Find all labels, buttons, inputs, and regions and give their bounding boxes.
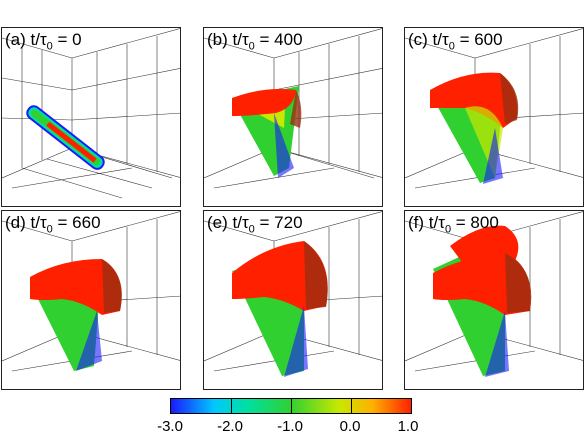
- panel-c-label: (c) t/τ0 = 600: [408, 30, 503, 53]
- colorbar-label-4: 1.0: [397, 418, 419, 435]
- colorbar-label-1: -2.0: [217, 418, 243, 435]
- panel-d: (d) t/τ0 = 660: [1, 210, 181, 390]
- plot-3d-c: [405, 28, 583, 189]
- colorbar-label-0: -3.0: [157, 418, 183, 435]
- panel-c: (c) t/τ0 = 600: [404, 27, 584, 207]
- panel-b: (b) t/τ0 = 400: [203, 27, 383, 207]
- colorbar-tick: [351, 399, 352, 413]
- panel-a: (a) t/τ0 = 0: [1, 27, 181, 207]
- colorbar-label-3: 0.0: [339, 418, 361, 435]
- plot-3d-a: [2, 28, 180, 199]
- plot-3d-f: [405, 211, 583, 377]
- panel-f: (f) t/τ0 = 800: [404, 210, 584, 390]
- colorbar: [170, 398, 412, 414]
- panel-d-label: (d) t/τ0 = 660: [5, 213, 101, 236]
- panel-e: (e) t/τ0 = 720: [203, 210, 383, 390]
- plot-3d-d: [2, 211, 180, 372]
- plot-3d-b: [204, 28, 382, 189]
- colorbar-tick: [231, 399, 232, 413]
- colorbar-label-2: -1.0: [277, 418, 303, 435]
- panel-e-label: (e) t/τ0 = 720: [207, 213, 303, 236]
- panel-f-label: (f) t/τ0 = 800: [408, 213, 499, 236]
- panel-a-label: (a) t/τ0 = 0: [5, 30, 82, 53]
- plot-3d-e: [204, 211, 382, 377]
- colorbar-tick: [291, 399, 292, 413]
- panel-b-label: (b) t/τ0 = 400: [207, 30, 303, 53]
